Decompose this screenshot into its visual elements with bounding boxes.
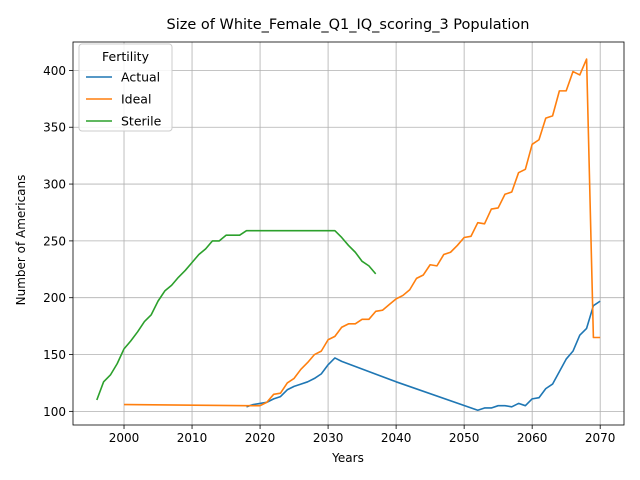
x-tick-label: 2000 [109, 431, 140, 445]
x-axis-label: Years [331, 451, 364, 465]
y-axis-label: Number of Americans [14, 175, 28, 306]
plot-frame [72, 41, 625, 426]
x-tick-label: 2040 [381, 431, 412, 445]
series-line-sterile [96, 229, 377, 401]
legend: Fertility Actual Ideal Sterile [78, 43, 173, 132]
x-tick-label: 2030 [313, 431, 344, 445]
chart-title: Size of White_Female_Q1_IQ_scoring_3 Pop… [167, 17, 530, 33]
y-tick-label: 350 [43, 121, 66, 135]
legend-label-sterile: Sterile [121, 114, 162, 129]
y-tick-label: 100 [43, 405, 66, 419]
y-tick-label: 300 [43, 178, 66, 192]
axis-ticks: 2000 2010 2020 2030 2040 2050 2060 2070 100 150 20… [43, 64, 615, 445]
legend-box [78, 43, 173, 132]
grid-lines [73, 42, 624, 425]
series-lines [96, 58, 601, 412]
x-tick-label: 2070 [585, 431, 616, 445]
y-tick-label: 200 [43, 291, 66, 305]
x-tick-label: 2020 [245, 431, 276, 445]
legend-label-actual: Actual [121, 70, 160, 85]
y-tick-label: 250 [43, 234, 66, 248]
series-line-ideal [124, 58, 601, 407]
x-tick-label: 2050 [449, 431, 480, 445]
x-tick-label: 2010 [177, 431, 208, 445]
legend-title: Fertility [102, 49, 150, 64]
y-tick-label: 150 [43, 348, 66, 362]
y-tick-label: 400 [43, 64, 66, 78]
series-line-actual [246, 300, 601, 412]
x-tick-label: 2060 [517, 431, 548, 445]
legend-label-ideal: Ideal [121, 92, 151, 107]
